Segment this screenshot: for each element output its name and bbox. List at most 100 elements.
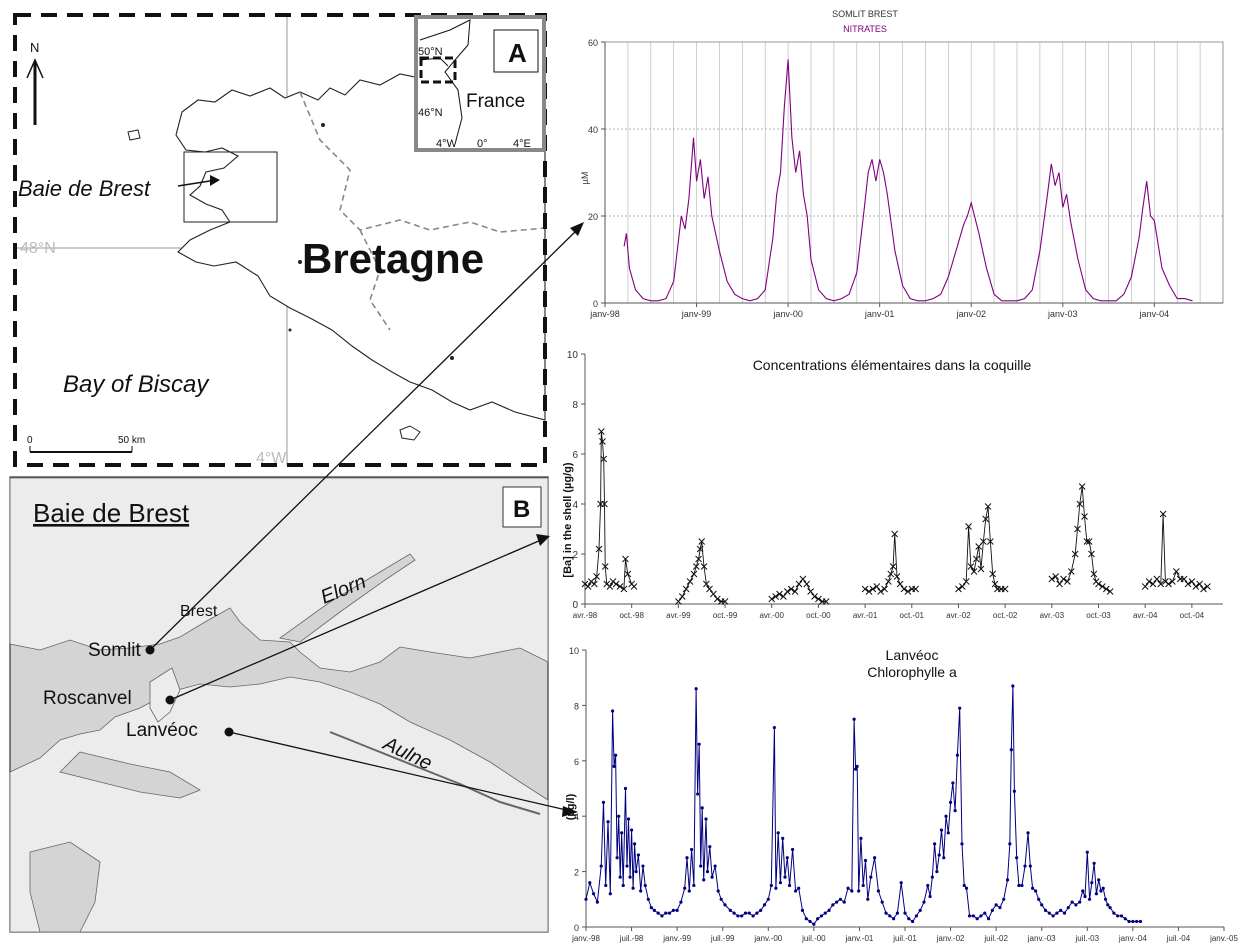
data-point [751, 914, 754, 917]
data-point [1068, 569, 1074, 575]
data-point [781, 837, 784, 840]
data-point [685, 856, 688, 859]
site-marker-roscanvel [166, 696, 175, 705]
x-tick-label: janv-01 [864, 309, 895, 319]
data-point [1064, 579, 1070, 585]
data-point [933, 842, 936, 845]
data-point [714, 864, 717, 867]
data-point [1067, 906, 1070, 909]
x-tick-label: oct.-03 [1086, 611, 1111, 620]
data-point [690, 848, 693, 851]
data-point [800, 576, 806, 582]
data-point [1135, 920, 1138, 923]
data-point [919, 909, 922, 912]
x-tick-label: janv.-04 [1118, 934, 1147, 943]
x-tick-label: janv-98 [589, 309, 620, 319]
data-point [625, 864, 628, 867]
y-tick-label: 8 [572, 400, 578, 411]
data-point [1097, 878, 1100, 881]
data-point [862, 586, 868, 592]
data-point [839, 898, 842, 901]
data-point [584, 898, 587, 901]
data-point [812, 923, 815, 926]
data-point [1031, 887, 1034, 890]
data-point [668, 912, 671, 915]
data-point [736, 914, 739, 917]
data-point [639, 889, 642, 892]
data-point [791, 848, 794, 851]
data-point [585, 584, 591, 590]
data-point [1095, 892, 1098, 895]
y-tick-label: 0 [574, 923, 579, 933]
data-point [717, 889, 720, 892]
x-tick-label: avr.-01 [853, 611, 878, 620]
x-tick-label: avr.-98 [573, 611, 598, 620]
inset-lon-4e: 4°E [513, 138, 531, 150]
data-point [641, 864, 644, 867]
data-point [915, 914, 918, 917]
series-line [585, 432, 634, 590]
data-point [963, 884, 966, 887]
data-point [815, 596, 821, 602]
x-tick-label: janv.-02 [936, 934, 965, 943]
data-point [786, 856, 789, 859]
data-point [1081, 889, 1084, 892]
x-tick-label: avr.-02 [946, 611, 971, 620]
x-tick-label: juil.-02 [983, 934, 1008, 943]
data-point [620, 831, 623, 834]
data-point [1120, 914, 1123, 917]
data-point [767, 898, 770, 901]
chart-subtitle: Chlorophylle a [867, 664, 957, 680]
data-point [596, 900, 599, 903]
data-point [1116, 914, 1119, 917]
label-baie-de-brest: Baie de Brest [18, 176, 151, 201]
data-point [878, 589, 884, 595]
data-point [928, 895, 931, 898]
data-point [1053, 574, 1059, 580]
data-point [808, 920, 811, 923]
data-point [1106, 903, 1109, 906]
y-tick-label: 0 [593, 299, 598, 309]
data-point [1103, 586, 1109, 592]
data-point [698, 743, 701, 746]
site-label-somlit: Somlit [88, 640, 142, 661]
data-point [710, 876, 713, 879]
series-line [1145, 514, 1207, 589]
data-point [824, 912, 827, 915]
data-point [991, 909, 994, 912]
data-point [873, 856, 876, 859]
data-point [676, 909, 679, 912]
data-point [1131, 920, 1134, 923]
data-point [1061, 576, 1067, 582]
data-point [683, 887, 686, 890]
data-point [835, 900, 838, 903]
data-point [955, 586, 961, 592]
data-point [630, 828, 633, 831]
data-point [1102, 887, 1105, 890]
y-tick-label: 0 [572, 600, 578, 611]
data-point [1193, 584, 1199, 590]
x-tick-label: oct.-99 [713, 611, 738, 620]
x-tick-label: avr.-99 [666, 611, 691, 620]
data-point [877, 889, 880, 892]
data-point [1107, 589, 1113, 595]
data-point [804, 581, 810, 587]
scale-fifty: 50 km [118, 435, 145, 446]
data-point [720, 898, 723, 901]
data-point [664, 912, 667, 915]
data-point [1083, 895, 1086, 898]
north-label: N [30, 40, 39, 55]
data-point [701, 806, 704, 809]
data-point [613, 581, 619, 587]
data-point [935, 870, 938, 873]
data-point [710, 591, 716, 597]
data-point [706, 586, 712, 592]
y-tick-label: 10 [567, 350, 579, 361]
data-point [854, 768, 857, 771]
data-point [958, 707, 961, 710]
chart-title: Lanvéoc [886, 647, 939, 663]
data-point [591, 581, 597, 587]
data-point [1011, 684, 1014, 687]
island-dot [321, 123, 325, 127]
y-tick-label: 60 [588, 38, 598, 48]
